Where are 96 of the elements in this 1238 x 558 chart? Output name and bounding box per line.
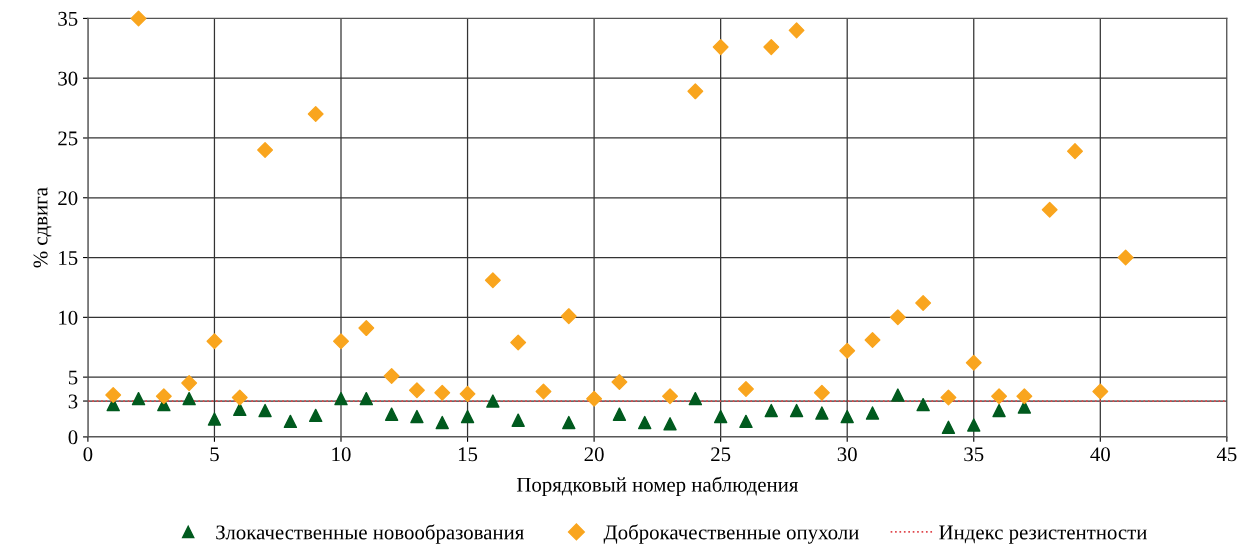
point (434, 384, 451, 401)
point (334, 391, 348, 406)
y-axis-title: % сдвига (33, 187, 52, 268)
point (511, 413, 525, 427)
x-tick-label: 10 (332, 447, 351, 462)
point (991, 388, 1008, 405)
point (1016, 388, 1033, 405)
point (1041, 201, 1058, 218)
y-tick-label: 35 (58, 11, 78, 26)
x-tick-label: 30 (837, 447, 857, 462)
point (206, 333, 223, 350)
point (813, 384, 830, 401)
point (258, 403, 272, 418)
x-axis-title: Порядковый номер наблюдения (516, 476, 799, 496)
y-tick-label: 10 (59, 310, 78, 325)
point (333, 333, 349, 350)
point (182, 391, 196, 406)
point (384, 407, 399, 421)
legend-label: Злокачественные новообразования (216, 524, 524, 544)
x-tick-label: 45 (1216, 447, 1237, 462)
point (763, 39, 780, 56)
point (739, 414, 753, 429)
point (460, 409, 475, 424)
y-tick-label: 3 (68, 394, 78, 409)
point (737, 381, 754, 398)
point (662, 388, 679, 405)
x-tick-label: 20 (584, 447, 604, 462)
point (612, 407, 627, 421)
point (560, 308, 577, 325)
point (181, 375, 198, 392)
point (1117, 249, 1134, 266)
legend-label: Индекс резистентности (939, 525, 1147, 544)
point (1017, 400, 1032, 414)
point (840, 409, 854, 424)
point (283, 414, 298, 429)
point (916, 397, 930, 412)
point (688, 391, 703, 406)
point (257, 141, 274, 158)
point (130, 10, 147, 27)
point (687, 83, 704, 100)
point (992, 403, 1006, 418)
point (865, 406, 880, 420)
point (764, 403, 778, 418)
point (1067, 143, 1083, 160)
y-tick-label: 5 (68, 370, 78, 385)
y-tick-label: 0 (68, 430, 78, 445)
point (231, 389, 248, 406)
point (967, 418, 981, 432)
point (712, 39, 729, 56)
point (940, 389, 957, 406)
point (408, 382, 425, 399)
point (562, 415, 576, 430)
point (131, 391, 146, 406)
point (410, 409, 424, 424)
point (359, 391, 374, 406)
y-tick-label: 25 (58, 131, 78, 146)
point (889, 309, 906, 326)
point (510, 334, 527, 351)
point (383, 367, 400, 384)
point (611, 373, 628, 390)
x-tick-label: 0 (83, 447, 93, 462)
point (486, 394, 500, 408)
point (815, 406, 829, 420)
x-tick-label: 25 (711, 447, 731, 462)
point (891, 388, 905, 402)
y-tick-label: 20 (58, 191, 78, 206)
point (789, 403, 804, 418)
point (941, 420, 956, 435)
y-tick-label: 30 (58, 71, 78, 86)
y-tick-label: 15 (59, 251, 78, 265)
point (535, 383, 552, 400)
point (1092, 383, 1109, 400)
point (484, 272, 501, 289)
point (358, 320, 375, 337)
point (308, 408, 323, 423)
point (155, 388, 172, 405)
x-tick-label: 5 (210, 447, 219, 462)
legend-label: Доброкачественные опухоли (603, 524, 859, 544)
point (663, 417, 677, 431)
point (788, 22, 805, 39)
point (586, 390, 603, 407)
point (459, 385, 476, 402)
point (864, 332, 881, 349)
point (839, 342, 856, 359)
point (207, 412, 222, 426)
point (307, 106, 324, 123)
point (965, 354, 982, 371)
point (915, 295, 932, 311)
x-tick-label: 40 (1090, 447, 1110, 462)
point (233, 402, 247, 417)
point (435, 415, 449, 430)
x-tick-label: 35 (964, 447, 984, 462)
point (638, 415, 652, 430)
point (105, 387, 122, 404)
point (713, 409, 728, 424)
x-tick-label: 15 (458, 447, 478, 462)
